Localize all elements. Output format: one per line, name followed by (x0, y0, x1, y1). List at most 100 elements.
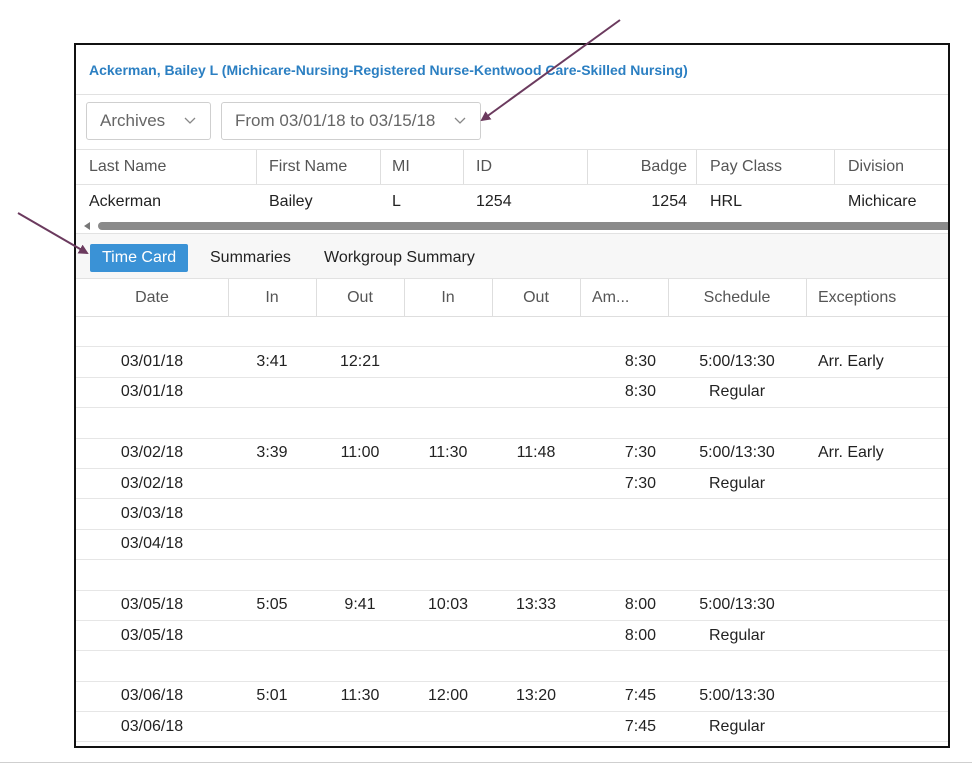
employee-title[interactable]: Ackerman, Bailey L (Michicare-Nursing-Re… (89, 62, 688, 78)
employee-pay-class: HRL (710, 193, 743, 210)
in-cell (228, 651, 316, 680)
tab-workgroup-summary[interactable]: Workgroup Summary (324, 249, 475, 266)
exceptions-cell (818, 469, 938, 498)
out-cell (316, 530, 404, 559)
amount-cell: 8:00 (624, 626, 656, 644)
date-cell: 03/02/18 (120, 444, 184, 462)
amount-cell: 7:30 (624, 444, 656, 462)
amount-cell: 7:30 (624, 474, 656, 492)
in-2-cell (404, 378, 492, 407)
out-cell (316, 499, 404, 528)
exceptions-cell (818, 682, 938, 711)
timecard-row[interactable] (76, 651, 948, 682)
date-range-label: From 03/01/18 to 03/15/18 (235, 111, 436, 130)
column-header-pay-class[interactable]: Pay Class (710, 158, 783, 175)
exceptions-cell (818, 499, 938, 528)
employee-grid-header: Last Name First Name MI ID Badge Pay Cla… (76, 149, 948, 185)
timecard-row[interactable] (76, 560, 948, 591)
out-cell (316, 378, 404, 407)
out-2-cell (492, 347, 580, 376)
date-range-dropdown[interactable]: From 03/01/18 to 03/15/18 (221, 102, 481, 140)
chevron-down-icon (184, 117, 196, 124)
date-cell: 03/05/18 (120, 596, 184, 614)
in-cell (228, 712, 316, 741)
exceptions-cell: Arr. Early (818, 353, 884, 371)
schedule-cell: Regular (708, 626, 766, 644)
out-2-cell (492, 408, 580, 437)
out-cell: 12:21 (339, 353, 381, 371)
timecard-row[interactable]: 03/02/18 7:30 Regular (76, 469, 948, 500)
date-cell: 03/02/18 (120, 474, 184, 492)
in-2-cell (404, 621, 492, 650)
schedule-cell: 5:00/13:30 (699, 596, 775, 614)
out-2-cell: 11:48 (516, 444, 556, 462)
exceptions-cell (818, 560, 938, 589)
in-cell (228, 560, 316, 589)
scrollbar-thumb[interactable] (98, 222, 948, 230)
date-cell: 03/06/18 (120, 687, 184, 705)
timecard-row[interactable]: 03/06/18 5:01 11:30 12:00 13:20 7:45 5:00/13:3… (76, 682, 948, 713)
in-2-cell (404, 469, 492, 498)
column-header-amount[interactable]: Am... (592, 288, 630, 306)
schedule-cell: 5:00/13:30 (699, 444, 775, 462)
schedule-cell: Regular (708, 383, 766, 401)
in-cell: 5:01 (256, 687, 288, 705)
column-header-exceptions[interactable]: Exceptions (818, 288, 897, 306)
exceptions-cell (818, 378, 938, 407)
column-divider (380, 150, 381, 184)
amount-cell (580, 317, 656, 346)
timecard-row[interactable]: 03/03/18 (76, 499, 948, 530)
out-cell (316, 621, 404, 650)
schedule-cell: 5:00/13:30 (699, 687, 775, 705)
amount-cell (580, 651, 656, 680)
out-cell: 11:00 (340, 444, 380, 462)
in-2-cell (404, 560, 492, 589)
column-header-first-name[interactable]: First Name (269, 158, 348, 175)
column-header-badge[interactable]: Badge (640, 158, 687, 175)
horizontal-scrollbar[interactable] (76, 219, 948, 233)
column-header-mi[interactable]: MI (392, 158, 410, 175)
timecard-row[interactable]: 03/05/18 8:00 Regular (76, 621, 948, 652)
scroll-left-icon[interactable] (84, 222, 90, 230)
out-2-cell: 13:20 (515, 687, 557, 705)
timecard-row[interactable]: 03/06/18 7:45 Regular (76, 712, 948, 743)
column-header-in[interactable]: In (265, 288, 279, 306)
timecard-row[interactable]: 03/01/18 3:41 12:21 8:30 5:00/13:30 Arr. Earl… (76, 347, 948, 378)
tab-time-card[interactable]: Time Card (90, 244, 189, 272)
column-header-out[interactable]: Out (347, 288, 373, 306)
column-header-in-2[interactable]: In (441, 288, 455, 306)
out-2-cell (492, 530, 580, 559)
out-2-cell (492, 378, 580, 407)
schedule-cell: Regular (708, 717, 766, 735)
column-header-division[interactable]: Division (848, 158, 905, 175)
archives-dropdown[interactable]: Archives (86, 102, 211, 140)
employee-row[interactable]: Ackerman Bailey L 1254 1254 HRL Michicar… (76, 185, 948, 219)
column-header-date[interactable]: Date (135, 288, 169, 306)
date-cell (76, 408, 228, 437)
timecard-row[interactable]: 03/02/18 3:39 11:00 11:30 11:48 7:30 5:00/13:3… (76, 439, 948, 469)
column-header-last-name[interactable]: Last Name (89, 158, 167, 175)
schedule-cell (668, 317, 806, 346)
in-cell: 3:39 (256, 444, 288, 462)
tab-summaries[interactable]: Summaries (210, 249, 291, 266)
column-header-out-2[interactable]: Out (523, 288, 549, 306)
timecard-row[interactable]: 03/01/18 8:30 Regular (76, 378, 948, 409)
timecard-row[interactable] (76, 408, 948, 439)
column-header-schedule[interactable]: Schedule (703, 288, 771, 306)
date-cell (76, 651, 228, 680)
timecard-panel: Ackerman, Bailey L (Michicare-Nursing-Re… (74, 43, 950, 748)
timecard-row[interactable] (76, 317, 948, 348)
in-cell (228, 469, 316, 498)
timecard-row[interactable]: 03/05/18 5:05 9:41 10:03 13:33 8:00 5:00/13:30 (76, 591, 948, 621)
amount-cell: 7:45 (624, 717, 656, 735)
in-2-cell (404, 651, 492, 680)
archives-dropdown-label: Archives (100, 111, 166, 130)
schedule-cell (668, 560, 806, 589)
out-cell (316, 317, 404, 346)
column-header-id[interactable]: ID (476, 158, 492, 175)
date-cell (76, 317, 228, 346)
timecard-row[interactable]: 03/04/18 (76, 530, 948, 561)
amount-cell: 7:45 (624, 687, 656, 705)
out-cell (316, 651, 404, 680)
schedule-cell: Regular (708, 474, 766, 492)
